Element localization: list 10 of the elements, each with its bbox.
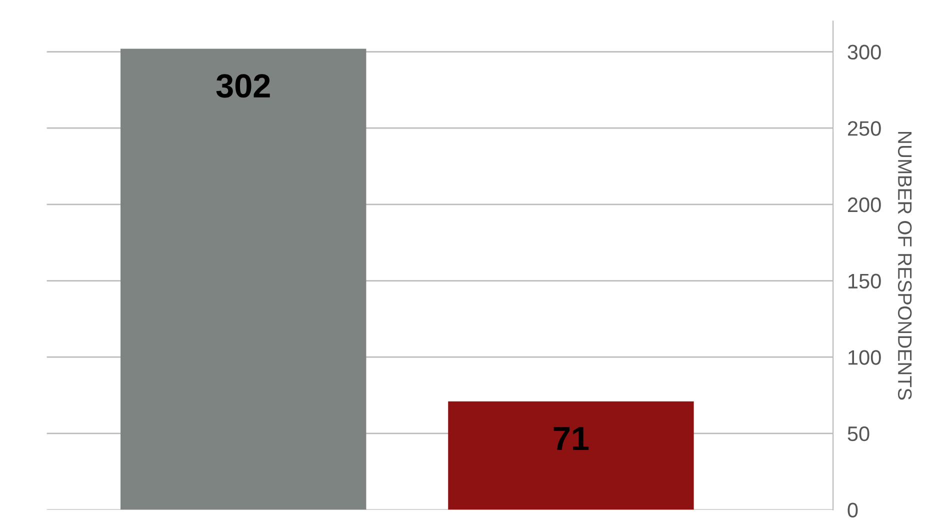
y-axis-title: NUMBER OF RESPONDENTS [898,132,912,400]
y-tick-label: 250 [848,121,881,136]
y-tick-label: 200 [848,197,881,212]
y-tick-label: 100 [848,350,881,365]
y-tick-label: 150 [848,274,881,289]
y-tick-label: 0 [848,502,858,518]
data-label: 71 [554,427,589,450]
y-tick-label: 50 [848,426,870,442]
y-tick-label: 300 [848,44,881,60]
data-label: 302 [216,74,270,98]
